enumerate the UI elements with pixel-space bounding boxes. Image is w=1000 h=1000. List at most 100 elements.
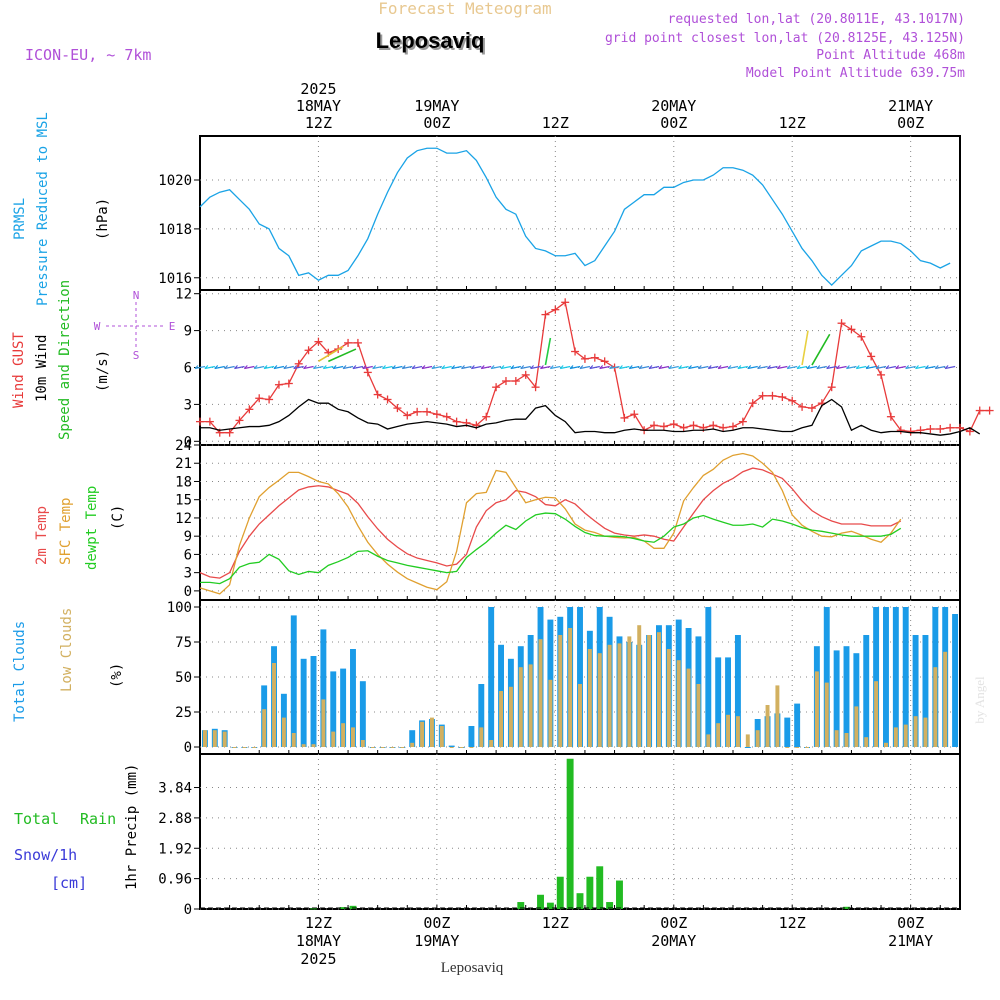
direction-arrow xyxy=(619,365,630,370)
low-clouds-bar xyxy=(864,737,869,747)
direction-arrow xyxy=(747,365,752,369)
low-clouds-bar xyxy=(775,685,780,747)
total-clouds-label: Total Clouds xyxy=(12,621,28,722)
total-clouds-bar xyxy=(784,717,791,747)
bottom-time-label: 20MAY xyxy=(651,932,696,950)
pressure-labels: PRMSL Pressure Reduced to MSL (hPa) xyxy=(12,112,111,306)
temp-sfc-label: SFC Temp xyxy=(58,498,74,565)
direction-arrow xyxy=(540,365,544,369)
temperature-frame xyxy=(199,444,961,601)
precipitation-tick-label: 3.84 xyxy=(158,781,192,797)
total-clouds-bar xyxy=(310,656,317,747)
top-time-label: 12Z xyxy=(305,114,332,132)
low-clouds-bar xyxy=(222,731,227,747)
direction-arrow xyxy=(392,365,403,370)
low-clouds-bar xyxy=(765,705,770,747)
rain-bar xyxy=(586,876,594,909)
direction-arrow xyxy=(214,365,225,370)
direction-arrow xyxy=(895,365,900,369)
direction-arrow xyxy=(934,365,939,369)
temperature-panel: 0 3 6 9 12 15 18 21 24 xyxy=(175,438,961,601)
low-clouds-bar xyxy=(311,744,316,747)
direction-arrow xyxy=(875,365,880,369)
temp-unit-label: (C) xyxy=(110,505,126,530)
low-clouds-bar xyxy=(884,742,888,747)
low-clouds-bar xyxy=(607,644,612,747)
total-clouds-bar xyxy=(912,635,919,747)
direction-arrow xyxy=(303,365,314,370)
rain-bar xyxy=(349,905,357,909)
direction-arrow xyxy=(698,365,709,370)
direction-arrow xyxy=(668,365,673,369)
direction-arrow xyxy=(194,365,206,370)
low-clouds-bar xyxy=(637,625,642,747)
low-clouds-bar xyxy=(647,635,652,747)
low-clouds-bar xyxy=(686,668,691,747)
low-clouds-bar xyxy=(844,733,849,747)
direction-arrow xyxy=(905,365,910,369)
bottom-time-label: 19MAY xyxy=(414,932,459,950)
precipitation-tick-label: 2.88 xyxy=(158,811,192,827)
direction-arrow xyxy=(639,365,650,370)
direction-arrow xyxy=(342,365,354,370)
low-clouds-bar xyxy=(745,734,750,747)
precipitation-tick-label: 0 xyxy=(184,902,192,918)
wind-series-10m-wind xyxy=(200,398,981,436)
model-label: ICON-EU, ~ 7km xyxy=(25,46,151,64)
clouds-tick-label: 100 xyxy=(167,600,192,616)
temperature-tick-label: 21 xyxy=(175,456,192,472)
direction-arrow xyxy=(806,365,818,370)
direction-arrow xyxy=(846,365,850,369)
direction-arrow xyxy=(234,365,238,369)
total-clouds-bar xyxy=(705,607,712,747)
direction-arrow xyxy=(776,365,781,369)
direction-arrow xyxy=(560,365,571,370)
direction-arrow xyxy=(253,365,258,369)
direction-arrow xyxy=(796,365,801,369)
wind-panel: 0 3 6 9 12 xyxy=(175,287,994,450)
direction-arrow xyxy=(461,365,472,370)
direction-arrow xyxy=(777,365,788,370)
low-clouds-bar xyxy=(341,723,346,747)
direction-arrow xyxy=(737,365,748,370)
direction-arrow xyxy=(599,365,610,370)
low-clouds-bar xyxy=(380,747,385,748)
direction-arrow xyxy=(490,365,502,370)
compass-n: N xyxy=(133,289,140,302)
direction-arrow xyxy=(688,365,692,369)
direction-arrow xyxy=(737,365,742,369)
low-clouds-bar xyxy=(351,727,355,747)
total-clouds-bar xyxy=(468,726,475,747)
wind-unit-label: (m/s) xyxy=(95,350,111,392)
direction-arrow xyxy=(925,365,936,370)
low-clouds-bar xyxy=(735,716,740,747)
low-clouds-bar xyxy=(716,723,721,747)
low-clouds-bar xyxy=(469,747,474,748)
direction-arrow xyxy=(490,365,495,369)
direction-arrow xyxy=(865,365,870,369)
direction-arrow xyxy=(579,365,584,369)
direction-arrow xyxy=(549,365,554,369)
direction-arrow xyxy=(470,365,475,369)
bottom-time-label: 12Z xyxy=(779,914,806,932)
direction-arrow xyxy=(678,365,689,370)
plot-area: 1016101810200369120369121518212402550751… xyxy=(158,135,994,918)
low-clouds-bar xyxy=(508,686,513,747)
low-clouds-bar xyxy=(597,653,602,747)
total-clouds-bar xyxy=(883,607,889,747)
direction-arrow xyxy=(421,365,426,369)
direction-arrow xyxy=(293,365,304,370)
low-clouds-bar xyxy=(410,742,415,747)
direction-arrow xyxy=(333,365,344,370)
low-clouds-bar xyxy=(587,649,592,747)
direction-arrow xyxy=(727,365,739,370)
direction-arrow xyxy=(352,365,357,369)
low-clouds-bar xyxy=(281,717,286,747)
direction-arrow xyxy=(875,365,887,370)
compass-e: E xyxy=(169,320,176,333)
low-clouds-bar xyxy=(242,747,247,748)
clouds-tick-label: 0 xyxy=(184,740,192,756)
direction-arrow xyxy=(234,365,245,370)
compass-s: S xyxy=(133,349,140,362)
